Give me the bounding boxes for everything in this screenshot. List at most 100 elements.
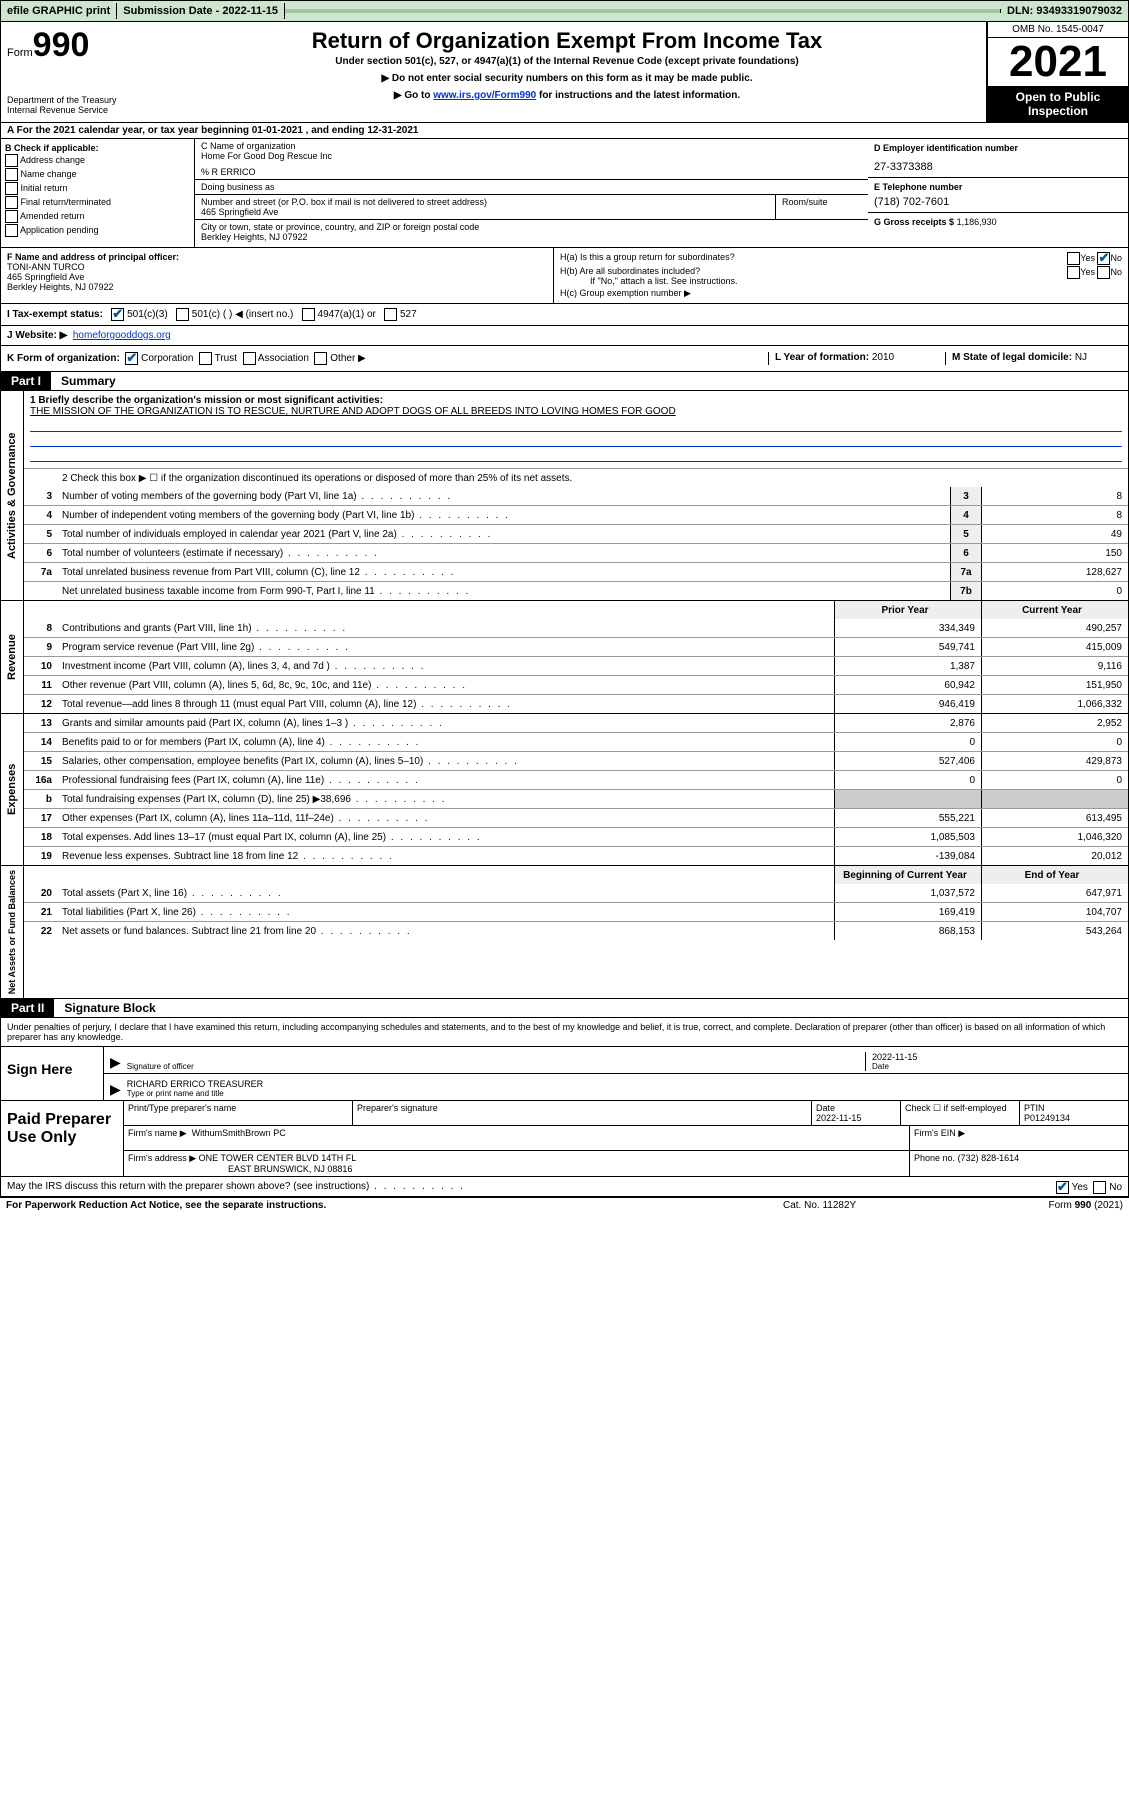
k-cell: K Form of organization: Corporation Trus…: [7, 352, 768, 365]
ck-527[interactable]: [384, 308, 397, 321]
ck-other[interactable]: [314, 352, 327, 365]
sig-block: Under penalties of perjury, I declare th…: [0, 1018, 1129, 1197]
discuss-no[interactable]: [1093, 1181, 1106, 1194]
ck-assoc[interactable]: [243, 352, 256, 365]
ck-application-pending[interactable]: Application pending: [5, 224, 190, 237]
sign-here-lbl: Sign Here: [1, 1047, 104, 1100]
note-website: ▶ Go to www.irs.gov/Form990 for instruct…: [152, 90, 982, 101]
end-year-hdr: End of Year: [981, 866, 1128, 884]
discuss-text: May the IRS discuss this return with the…: [7, 1181, 465, 1192]
prep-lbl: Paid Preparer Use Only: [1, 1101, 124, 1176]
ck-amended-return[interactable]: Amended return: [5, 210, 190, 223]
prep-ptin: PTINP01249134: [1020, 1101, 1128, 1125]
b-label: B Check if applicable:: [5, 143, 190, 153]
ck-corp[interactable]: [125, 352, 138, 365]
rev-section: Revenue Prior Year Current Year 8Contrib…: [0, 601, 1129, 714]
table-row: 11Other revenue (Part VIII, column (A), …: [24, 675, 1128, 694]
sig-line2: ▶ RICHARD ERRICO TREASURER Type or print…: [104, 1074, 1128, 1100]
sign-fields: ▶ Signature of officer 2022-11-15 Date ▶…: [104, 1047, 1128, 1100]
beg-year-hdr: Beginning of Current Year: [834, 866, 981, 884]
col-f: F Name and address of principal officer:…: [1, 248, 554, 303]
ck-4947[interactable]: [302, 308, 315, 321]
f-lbl: F Name and address of principal officer:: [7, 252, 547, 262]
hb-no[interactable]: [1097, 266, 1110, 279]
current-year-hdr: Current Year: [981, 601, 1128, 619]
tax-year: 2021: [988, 38, 1128, 86]
top-bar: efile GRAPHIC print Submission Date - 20…: [0, 0, 1129, 22]
mission-lbl: 1 Briefly describe the organization's mi…: [30, 395, 1122, 406]
ein-lbl: D Employer identification number: [874, 143, 1122, 153]
sig-officer-field[interactable]: Signature of officer: [127, 1062, 865, 1071]
city-val: Berkley Heights, NJ 07922: [201, 232, 862, 242]
m-cell: M State of legal domicile: NJ: [945, 352, 1122, 365]
l-cell: L Year of formation: 2010: [768, 352, 945, 365]
note2-post: for instructions and the latest informat…: [536, 90, 740, 101]
ck-final-return[interactable]: Final return/terminated: [5, 196, 190, 209]
firm-ein: Firm's EIN ▶: [910, 1126, 1128, 1150]
table-row: 10Investment income (Part VIII, column (…: [24, 656, 1128, 675]
efile-label[interactable]: efile GRAPHIC print: [1, 3, 117, 19]
ha-yes[interactable]: [1067, 252, 1080, 265]
na-content: Beginning of Current Year End of Year 20…: [24, 866, 1128, 998]
ck-name-change[interactable]: Name change: [5, 168, 190, 181]
header-mid: Return of Organization Exempt From Incom…: [148, 22, 986, 122]
form-number: Form990: [7, 26, 142, 65]
rev-hdr: Prior Year Current Year: [24, 601, 1128, 619]
prep-sig-hdr: Preparer's signature: [353, 1101, 812, 1125]
note-ssn: ▶ Do not enter social security numbers o…: [152, 73, 982, 84]
addr-row: Number and street (or P.O. box if mail i…: [195, 195, 868, 220]
discuss-yes[interactable]: [1056, 1181, 1069, 1194]
vlabel-gov: Activities & Governance: [1, 391, 24, 600]
ck-501c[interactable]: [176, 308, 189, 321]
public-inspection: Open to Public Inspection: [988, 86, 1128, 122]
vlabel-exp: Expenses: [1, 714, 24, 865]
mission-block: 1 Briefly describe the organization's mi…: [24, 391, 1128, 468]
topbar-spacer: [285, 9, 1001, 13]
officer-addr1: 465 Springfield Ave: [7, 272, 547, 282]
dept-treasury: Department of the Treasury: [7, 95, 142, 105]
firm-name: Firm's name ▶ WithumSmithBrown PC: [124, 1126, 910, 1150]
part2-title: Signature Block: [54, 999, 165, 1017]
sign-here-row: Sign Here ▶ Signature of officer 2022-11…: [1, 1046, 1128, 1100]
ein-cell: D Employer identification number 27-3373…: [868, 139, 1128, 178]
col-b: B Check if applicable: Address change Na…: [1, 139, 195, 247]
omb-number: OMB No. 1545-0047: [988, 22, 1128, 38]
col-h: H(a) Is this a group return for subordin…: [554, 248, 1128, 303]
prep-selfemp[interactable]: Check ☐ if self-employed: [901, 1101, 1020, 1125]
ck-501c3[interactable]: [111, 308, 124, 321]
org-name-cell: C Name of organization Home For Good Dog…: [195, 139, 868, 180]
table-row: bTotal fundraising expenses (Part IX, co…: [24, 789, 1128, 808]
ck-address-change[interactable]: Address change: [5, 154, 190, 167]
addr-lbl: Number and street (or P.O. box if mail i…: [201, 197, 769, 207]
table-row: 17Other expenses (Part IX, column (A), l…: [24, 808, 1128, 827]
i-lbl: I Tax-exempt status:: [7, 309, 103, 320]
dba-lbl: Doing business as: [201, 182, 862, 192]
dba-cell: Doing business as: [195, 180, 868, 195]
ck-trust[interactable]: [199, 352, 212, 365]
table-row: Net unrelated business taxable income fr…: [24, 581, 1128, 600]
discuss-row: May the IRS discuss this return with the…: [1, 1176, 1128, 1196]
table-row: 8Contributions and grants (Part VIII, li…: [24, 619, 1128, 637]
note2-pre: ▶ Go to: [394, 90, 433, 101]
gross-cell: G Gross receipts $ 1,186,930: [868, 213, 1128, 247]
table-row: 6Total number of volunteers (estimate if…: [24, 543, 1128, 562]
header-left: Form990 Department of the Treasury Inter…: [1, 22, 148, 122]
table-row: 3Number of voting members of the governi…: [24, 487, 1128, 505]
footer-right: Form 990 (2021): [983, 1200, 1123, 1211]
ha-no[interactable]: [1097, 252, 1110, 265]
gov-section: Activities & Governance 1 Briefly descri…: [0, 391, 1129, 601]
gov-content: 1 Briefly describe the organization's mi…: [24, 391, 1128, 600]
table-row: 13Grants and similar amounts paid (Part …: [24, 714, 1128, 732]
table-row: 22Net assets or fund balances. Subtract …: [24, 921, 1128, 940]
website-link[interactable]: homeforgooddogs.org: [73, 330, 171, 341]
table-row: 21Total liabilities (Part X, line 26)169…: [24, 902, 1128, 921]
dln: DLN: 93493319079032: [1001, 3, 1128, 19]
irs-link[interactable]: www.irs.gov/Form990: [433, 90, 536, 101]
table-row: 18Total expenses. Add lines 13–17 (must …: [24, 827, 1128, 846]
city-lbl: City or town, state or province, country…: [201, 222, 862, 232]
table-row: 9Program service revenue (Part VIII, lin…: [24, 637, 1128, 656]
footer-left: For Paperwork Reduction Act Notice, see …: [6, 1200, 783, 1211]
hb-yes[interactable]: [1067, 266, 1080, 279]
mission-ul3: [30, 449, 1122, 462]
ck-initial-return[interactable]: Initial return: [5, 182, 190, 195]
